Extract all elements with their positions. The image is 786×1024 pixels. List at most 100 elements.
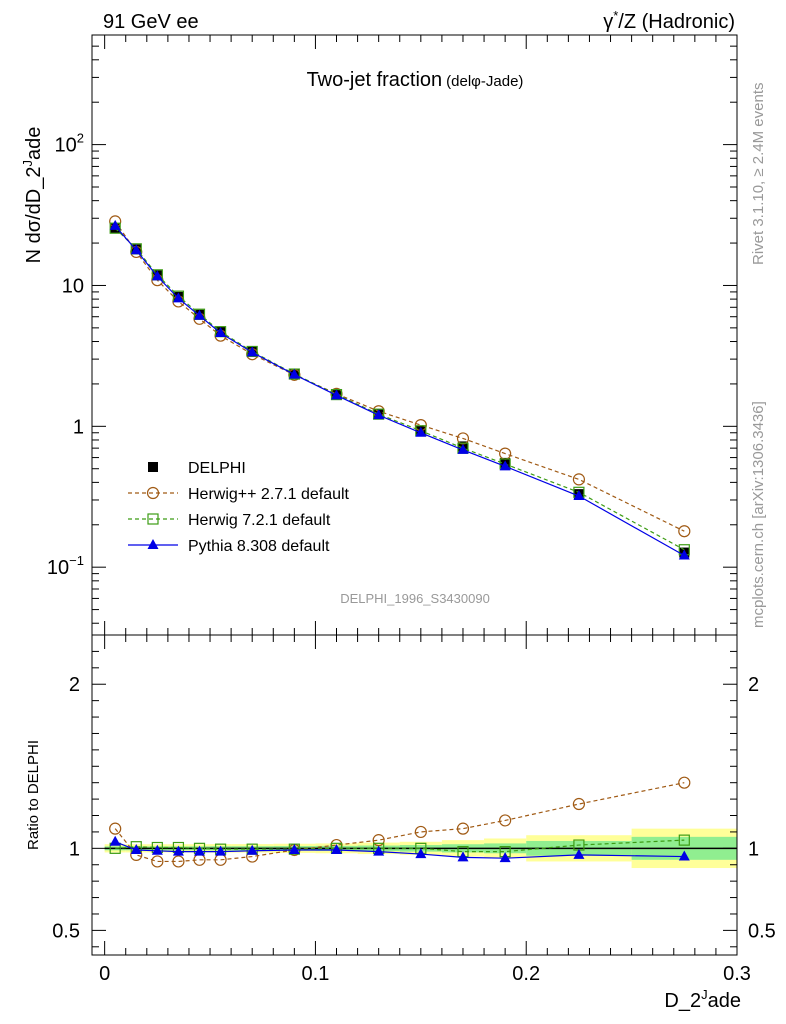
xtick-label-3: 0.3 [723,963,751,985]
main-point-3-10 [415,426,427,437]
legend-marker-1 [146,486,160,500]
ratio-ytick-label-right-1: 1 [748,838,759,860]
ratio-ytick-label-right-0: 0.5 [748,920,776,942]
xtick-labels: 0 0.1 0.2 0.3 [99,963,751,985]
legend-label-1: Herwig++ 2.7.1 default [188,486,350,503]
main-title: Two-jet fraction (delφ-Jade) [307,69,524,91]
legend-entry-2: Herwig 7.2.1 default [128,512,331,529]
ratio-point-0-3 [172,855,185,868]
main-ytick-label-0: 10−1 [47,553,84,579]
main-ytick-label-base-3: 10 [55,135,77,157]
ratio-ytick-labels: 0.5 0.5 1 1 2 2 [52,674,776,942]
ratio-ytick-label-0: 0.5 [52,920,80,942]
ratio-point-1-14 [678,834,690,846]
legend-label-0: DELPHI [188,460,246,477]
header-right: γ*/Z (Hadronic) [603,8,735,33]
ratio-point-2-11 [457,851,469,862]
ratio-plot-area [104,776,737,869]
main-series-2 [109,222,690,556]
mcplots-side-label: mcplots.cern.ch [arXiv:1306.3436] [750,401,767,628]
watermark: DELPHI_1996_S3430090 [340,591,490,606]
ratio-point-2-8 [331,843,343,854]
ratio-point-2-9 [373,845,385,856]
ratio-series-line-1 [115,839,685,853]
legend-entry-0: DELPHI [148,460,246,477]
ratio-point-2-10 [415,848,427,859]
main-ytick-label-sup-0: −1 [69,553,84,568]
ratio-point-0-12 [499,814,512,827]
xtick-label-2: 0.2 [512,963,540,985]
main-ytick-label-base-1: 1 [73,416,84,438]
ratio-point-2-3 [172,845,184,856]
header-left: 91 GeV ee [103,11,199,33]
main-point-3-9 [373,409,385,420]
ratio-point-2-1 [130,843,142,854]
main-point-3-1 [130,244,142,255]
ratio-frame [91,634,738,956]
main-point-1-14 [678,525,691,538]
ratio-point-0-2 [151,855,164,868]
main-point-1-13 [572,473,586,486]
main-plot-area [109,215,691,560]
ratio-point-0-10 [414,825,427,839]
rivet-side-label: Rivet 3.1.10, ≥ 2.4M events [750,83,767,266]
ratio-ytick-label-right-2: 2 [748,674,759,696]
ratio-point-2-12 [499,852,511,863]
main-ticks [92,34,738,635]
main-ytick-label-3: 102 [55,131,84,157]
main-point-3-4 [194,309,205,320]
main-series-line-1 [114,221,685,532]
ratio-point-0-11 [456,822,470,835]
ratio-panel: 0.5 0.5 1 1 2 2 0 0.1 0.2 0.3 Ratio to DELPHI D_… [25,634,776,1012]
main-ytick-label-2: 10 [62,275,84,297]
main-point-3-8 [331,389,343,400]
ratio-series-line-0 [114,782,685,863]
main-point-3-0 [109,219,121,230]
ratio-point-2-5 [215,845,227,856]
main-series-3 [109,219,690,560]
main-point-3-12 [499,460,511,471]
main-ytick-label-1: 1 [73,416,84,438]
legend-label-2: Herwig 7.2.1 default [188,512,331,529]
main-point-3-13 [573,490,585,501]
legend-entry-1: Herwig++ 2.7.1 default [128,486,350,503]
xtick-label-1: 0.1 [302,963,330,985]
main-ylabel: N dσ/dD_2Jade [20,127,45,264]
main-point-3-6 [246,346,258,357]
x-axis-label: D_2Jade [664,987,741,1012]
ratio-ytick-label-1: 1 [69,838,80,860]
ratio-point-2-0 [109,835,121,846]
main-ytick-label-base-0: 10 [47,557,69,579]
main-series-line-3 [114,225,685,557]
legend-label-3: Pythia 8.308 default [188,538,330,555]
main-series-0 [110,223,690,558]
ratio-point-2-4 [194,845,205,856]
ratio-point-2-13 [573,848,585,859]
ratio-point-2-14 [678,850,690,861]
legend-marker-3 [147,539,159,549]
ratio-point-0-0 [109,822,122,835]
main-point-3-3 [172,292,184,303]
main-point-3-7 [288,368,300,379]
main-point-3-11 [457,443,469,454]
xtick-label-0: 0 [99,963,110,985]
ratio-ytick-label-2: 2 [69,674,80,696]
ratio-point-0-13 [572,797,586,811]
ratio-ylabel: Ratio to DELPHI [25,740,42,850]
ratio-series-2 [109,835,690,863]
ratio-point-0-14 [678,776,691,789]
ratio-point-2-7 [288,843,300,854]
main-ytick-label-base-2: 10 [62,275,84,297]
ratio-point-2-6 [246,844,258,855]
main-point-3-14 [678,549,690,560]
legend-marker-0 [148,462,158,472]
main-point-3-5 [215,326,227,337]
legend-entry-3: Pythia 8.308 default [128,538,330,555]
ratio-ticks [92,634,738,955]
main-point-3-2 [151,270,163,281]
legend-marker-2 [147,513,159,525]
main-ytick-label-sup-3: 2 [77,131,84,146]
